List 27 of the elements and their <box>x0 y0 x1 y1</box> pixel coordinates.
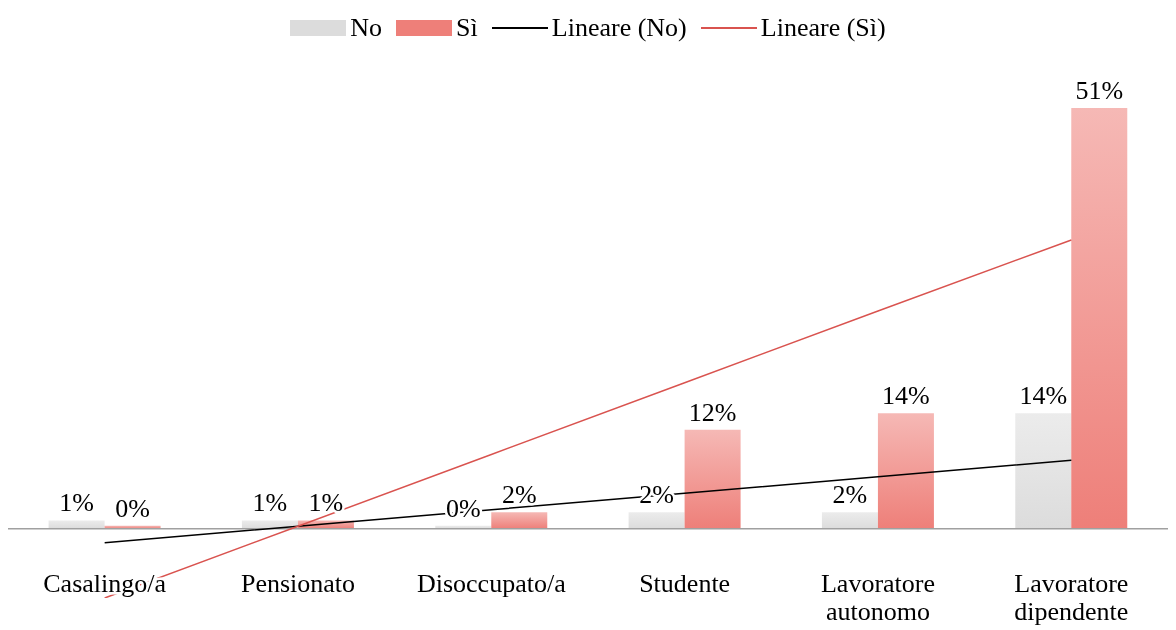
bar <box>48 520 105 529</box>
legend-label: Sì <box>456 13 478 43</box>
data-label: 1% <box>252 488 288 518</box>
x-tick-label: Lavoratore autonomo <box>820 569 936 626</box>
data-label: 1% <box>308 488 344 518</box>
x-tick-label: Lavoratore dipendente <box>1014 569 1129 626</box>
bar <box>821 512 878 529</box>
data-label: 14% <box>1019 381 1068 411</box>
legend-label: Lineare (No) <box>551 13 687 43</box>
data-label: 2% <box>832 480 868 510</box>
data-label: 0% <box>115 493 150 523</box>
legend-label: No <box>350 13 383 43</box>
data-label: 51% <box>1075 76 1124 105</box>
x-tick-label: Studente <box>639 569 731 598</box>
bar <box>1015 413 1072 529</box>
bar <box>1071 108 1128 529</box>
bar <box>628 512 685 529</box>
data-label: 1% <box>59 488 94 518</box>
x-tick-label: Disoccupato/a <box>416 569 567 598</box>
data-label: 14% <box>882 381 930 411</box>
bar <box>491 512 548 529</box>
legend-label: Lineare (Sì) <box>760 13 886 43</box>
bar <box>684 429 741 529</box>
data-label: 12% <box>688 397 737 427</box>
x-tick-label: Pensionato <box>240 569 356 598</box>
bar <box>877 413 934 529</box>
data-label: 2% <box>501 480 537 510</box>
